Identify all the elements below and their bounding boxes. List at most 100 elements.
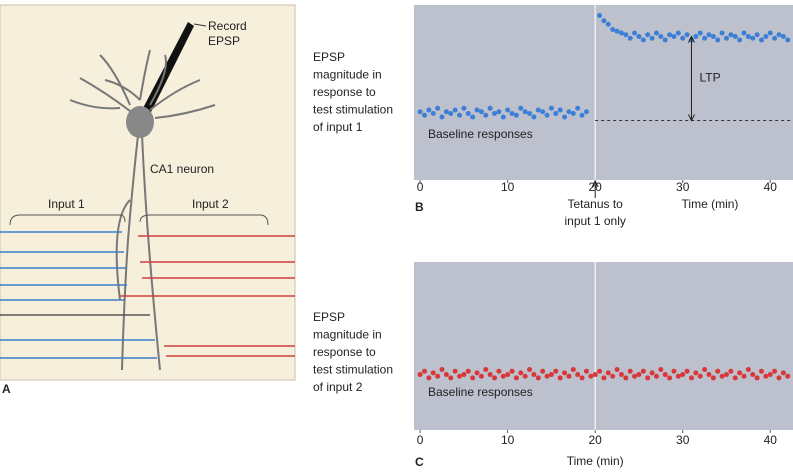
dot	[478, 109, 484, 115]
dot	[675, 373, 681, 379]
dot	[684, 368, 690, 374]
dot	[758, 368, 764, 374]
dot	[758, 37, 764, 43]
x-tick-label: 0	[417, 180, 424, 194]
plot-bg	[414, 5, 793, 180]
x-tick-label: 30	[676, 433, 690, 447]
dot	[474, 370, 480, 376]
y-label: magnitude in	[313, 68, 382, 82]
dot	[443, 372, 449, 378]
dot	[710, 34, 716, 39]
dot	[763, 34, 769, 39]
dot	[544, 373, 550, 379]
dot	[745, 34, 751, 39]
dot	[732, 375, 738, 381]
dot	[667, 375, 673, 381]
panel-letter: B	[415, 200, 424, 214]
dot	[535, 375, 541, 381]
panel-a: Record EPSP CA1 neuron Input 1 Input 2 A	[0, 4, 296, 396]
x-label: Time (min)	[567, 454, 624, 468]
plot-bg	[414, 262, 793, 430]
pointer	[193, 23, 207, 27]
dot	[741, 373, 747, 379]
dot	[553, 111, 559, 116]
dot	[776, 32, 782, 38]
dot	[544, 112, 550, 118]
panel-a-bg	[0, 4, 296, 381]
dot	[531, 114, 537, 120]
dot	[597, 13, 603, 18]
dot	[632, 30, 638, 36]
dot	[719, 373, 725, 379]
dot	[706, 372, 712, 378]
y-label: of input 2	[313, 380, 363, 394]
dot	[684, 32, 690, 38]
dot	[732, 34, 738, 39]
y-label: response to	[313, 345, 376, 359]
dendrites	[69, 49, 216, 371]
dot	[667, 32, 673, 38]
dot	[435, 373, 441, 379]
dot	[522, 373, 528, 379]
dot	[680, 372, 686, 378]
inputs	[0, 231, 295, 359]
dot	[566, 109, 572, 115]
dot	[605, 370, 611, 376]
dot	[505, 107, 511, 113]
annotation: Baseline responses	[428, 127, 533, 141]
ltp-label: LTP	[699, 71, 720, 85]
dot	[658, 367, 664, 373]
dot	[531, 372, 537, 378]
dot	[671, 34, 677, 39]
dot	[688, 375, 694, 381]
dot	[750, 35, 756, 41]
dot	[632, 373, 638, 379]
dot	[474, 107, 480, 113]
dot	[785, 373, 791, 379]
dot	[570, 367, 576, 373]
dot	[518, 105, 524, 111]
dot	[723, 35, 729, 41]
dot	[579, 375, 585, 381]
dot	[636, 372, 642, 378]
dot	[430, 370, 436, 376]
dot	[754, 375, 760, 381]
dot	[562, 370, 568, 376]
dot	[640, 37, 646, 43]
input-label: Input 1	[48, 197, 85, 211]
dot	[422, 368, 428, 374]
dot	[741, 30, 747, 36]
dot	[452, 368, 458, 374]
record-label: Record	[208, 19, 247, 33]
dot	[610, 27, 616, 32]
dot	[719, 30, 725, 36]
dot	[439, 367, 445, 373]
dot	[710, 375, 716, 381]
dot	[535, 107, 541, 113]
dot	[780, 34, 786, 39]
dot	[417, 109, 423, 115]
dot	[457, 112, 463, 118]
dot	[513, 375, 519, 381]
dot	[452, 107, 458, 113]
dot	[737, 37, 743, 43]
dot	[583, 109, 589, 115]
dot	[496, 109, 502, 115]
dot	[745, 367, 751, 373]
dot	[671, 368, 677, 374]
dot	[697, 30, 703, 36]
dot	[527, 111, 533, 116]
event-label: input 1 only	[564, 214, 625, 228]
dot	[492, 111, 498, 116]
x-tick-label: 40	[764, 180, 778, 194]
dot	[483, 112, 489, 118]
electrode	[142, 22, 194, 114]
dot	[640, 368, 646, 374]
dot	[653, 30, 659, 36]
x-tick-label: 40	[764, 433, 778, 447]
x-tick-label: 30	[676, 180, 690, 194]
dot	[763, 373, 769, 379]
dot	[610, 373, 616, 379]
y-label: test stimulation	[313, 103, 393, 117]
